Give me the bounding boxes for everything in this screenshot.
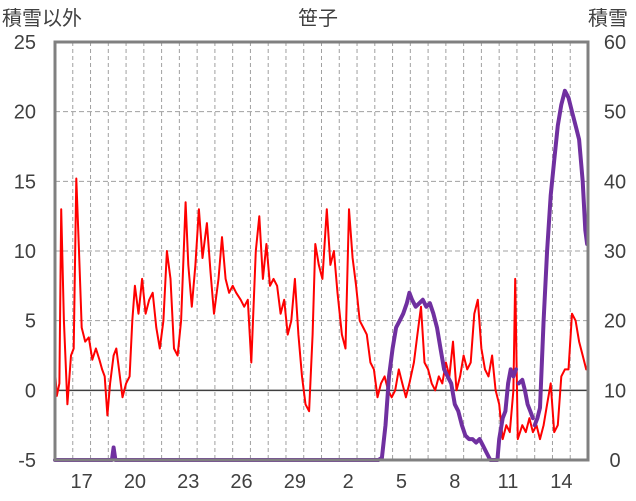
y-left-tick-label: 25: [14, 32, 36, 54]
x-tick-label: 5: [396, 471, 407, 493]
y-left-tick-label: 10: [14, 241, 36, 263]
y-left-tick-label: 5: [25, 311, 36, 333]
y-right-tick-label: 60: [604, 32, 626, 54]
series-group: [53, 88, 590, 462]
plot-frame: [53, 40, 590, 462]
y-right-tick-label: 10: [604, 380, 626, 402]
grid: [55, 42, 588, 460]
x-tick-label: 29: [284, 471, 306, 493]
right-axis-ticks: 60 50 40 30 20 10 0: [604, 32, 626, 472]
x-tick-label: 8: [449, 471, 460, 493]
x-tick-label: 2: [343, 471, 354, 493]
y-right-tick-label: 40: [604, 171, 626, 193]
y-left-tick-label: -5: [18, 450, 36, 472]
left-axis-label: 積雪以外: [2, 6, 82, 30]
y-left-tick-label: 0: [25, 380, 36, 402]
x-tick-label: 11: [498, 471, 519, 493]
temperature-line: [54, 177, 588, 441]
snow-depth-line: [532, 88, 590, 428]
y-left-tick-label: 20: [14, 102, 36, 124]
x-tick-label: 20: [124, 471, 146, 493]
snow-depth-line: [516, 377, 535, 421]
x-axis-ticks: 17 20 23 26 29 2 5 8 11 14: [71, 471, 573, 493]
y-left-tick-label: 15: [14, 171, 36, 193]
y-right-tick-label: 30: [604, 241, 626, 263]
y-right-tick-label: 50: [604, 102, 626, 124]
x-tick-label: 23: [177, 471, 199, 493]
x-tick-label: 26: [230, 471, 252, 493]
y-right-tick-label: 0: [609, 450, 620, 472]
right-axis-label: 積雪: [588, 6, 628, 30]
x-tick-label: 17: [71, 471, 93, 493]
x-tick-label: 14: [550, 471, 572, 493]
chart-title: 笹子: [298, 6, 338, 30]
y-right-tick-label: 20: [604, 311, 626, 333]
left-axis-ticks: 25 20 15 10 5 0 -5: [14, 32, 36, 472]
